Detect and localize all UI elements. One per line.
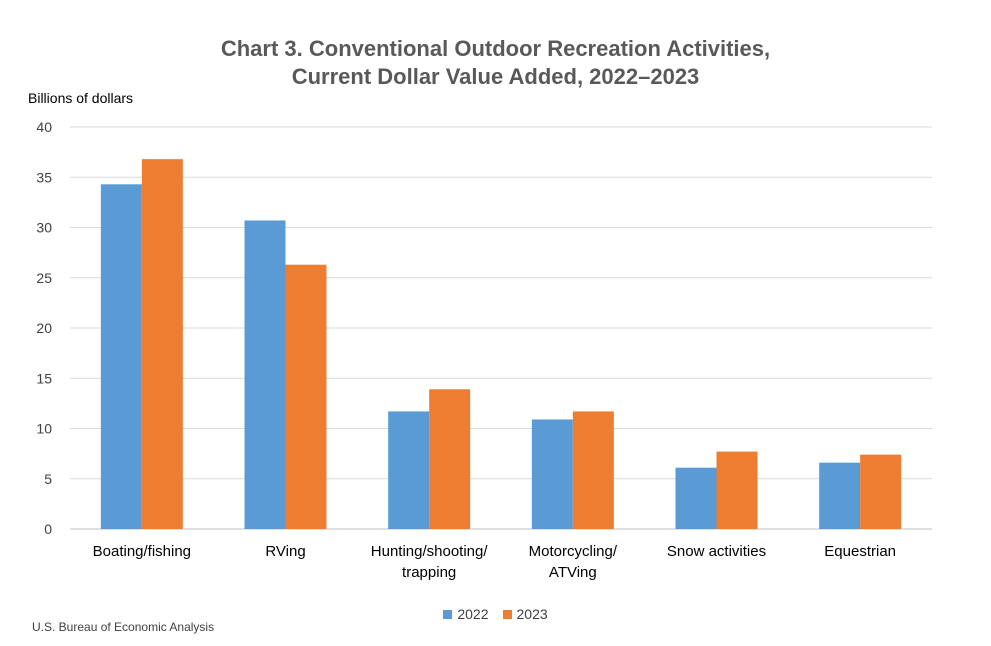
bar-2022 [531, 419, 573, 529]
legend-swatch-2022 [443, 609, 453, 619]
bar-2023 [429, 389, 471, 529]
legend-item-2022: 2022 [443, 606, 489, 622]
y-tick-label: 15 [36, 370, 52, 386]
y-tick-label: 0 [44, 521, 52, 537]
y-tick-label: 40 [36, 119, 52, 135]
x-tick-label: Equestrian [824, 543, 896, 560]
bar-2022 [244, 220, 286, 529]
bar-2023 [572, 411, 614, 529]
x-tick-label: Boating/fishing [93, 543, 191, 560]
bar-2023 [285, 264, 327, 529]
legend-label-2022: 2022 [457, 606, 489, 622]
y-tick-label: 20 [36, 320, 52, 336]
y-tick-label: 25 [36, 270, 52, 286]
legend: 2022 2023 [0, 606, 991, 622]
x-tick-label: Motorcycling/ [529, 543, 618, 560]
legend-label-2023: 2023 [516, 606, 548, 622]
y-tick-label: 5 [44, 471, 52, 487]
x-tick-label: ATVing [549, 564, 597, 581]
x-tick-label: RVing [265, 543, 305, 560]
bar-2022 [388, 411, 430, 529]
y-tick-label: 10 [36, 421, 52, 437]
bar-2023 [860, 454, 902, 529]
bar-2023 [141, 159, 183, 529]
y-tick-label: 35 [36, 169, 52, 185]
y-axis-label: Billions of dollars [28, 90, 134, 106]
chart-title-line-1: Chart 3. Conventional Outdoor Recreation… [220, 36, 771, 61]
bar-2022 [675, 467, 717, 529]
bar-2022 [819, 462, 861, 529]
plot-area: 0 5 10 15 20 25 30 35 40 Boating/fishing RVing Hunt… [36, 119, 932, 581]
chart-title-line-2: Current Dollar Value Added, 2022–2023 [291, 64, 700, 89]
legend-swatch-2023 [502, 609, 512, 619]
legend-item-2023: 2023 [502, 606, 548, 622]
source-note: U.S. Bureau of Economic Analysis [32, 620, 215, 634]
x-tick-label: Snow activities [667, 543, 766, 560]
bar-2022 [100, 184, 142, 529]
y-tick-label: 30 [36, 220, 52, 236]
x-tick-label: Hunting/shooting/ [371, 543, 489, 560]
x-tick-label: trapping [402, 564, 456, 581]
bar-2023 [716, 451, 758, 529]
